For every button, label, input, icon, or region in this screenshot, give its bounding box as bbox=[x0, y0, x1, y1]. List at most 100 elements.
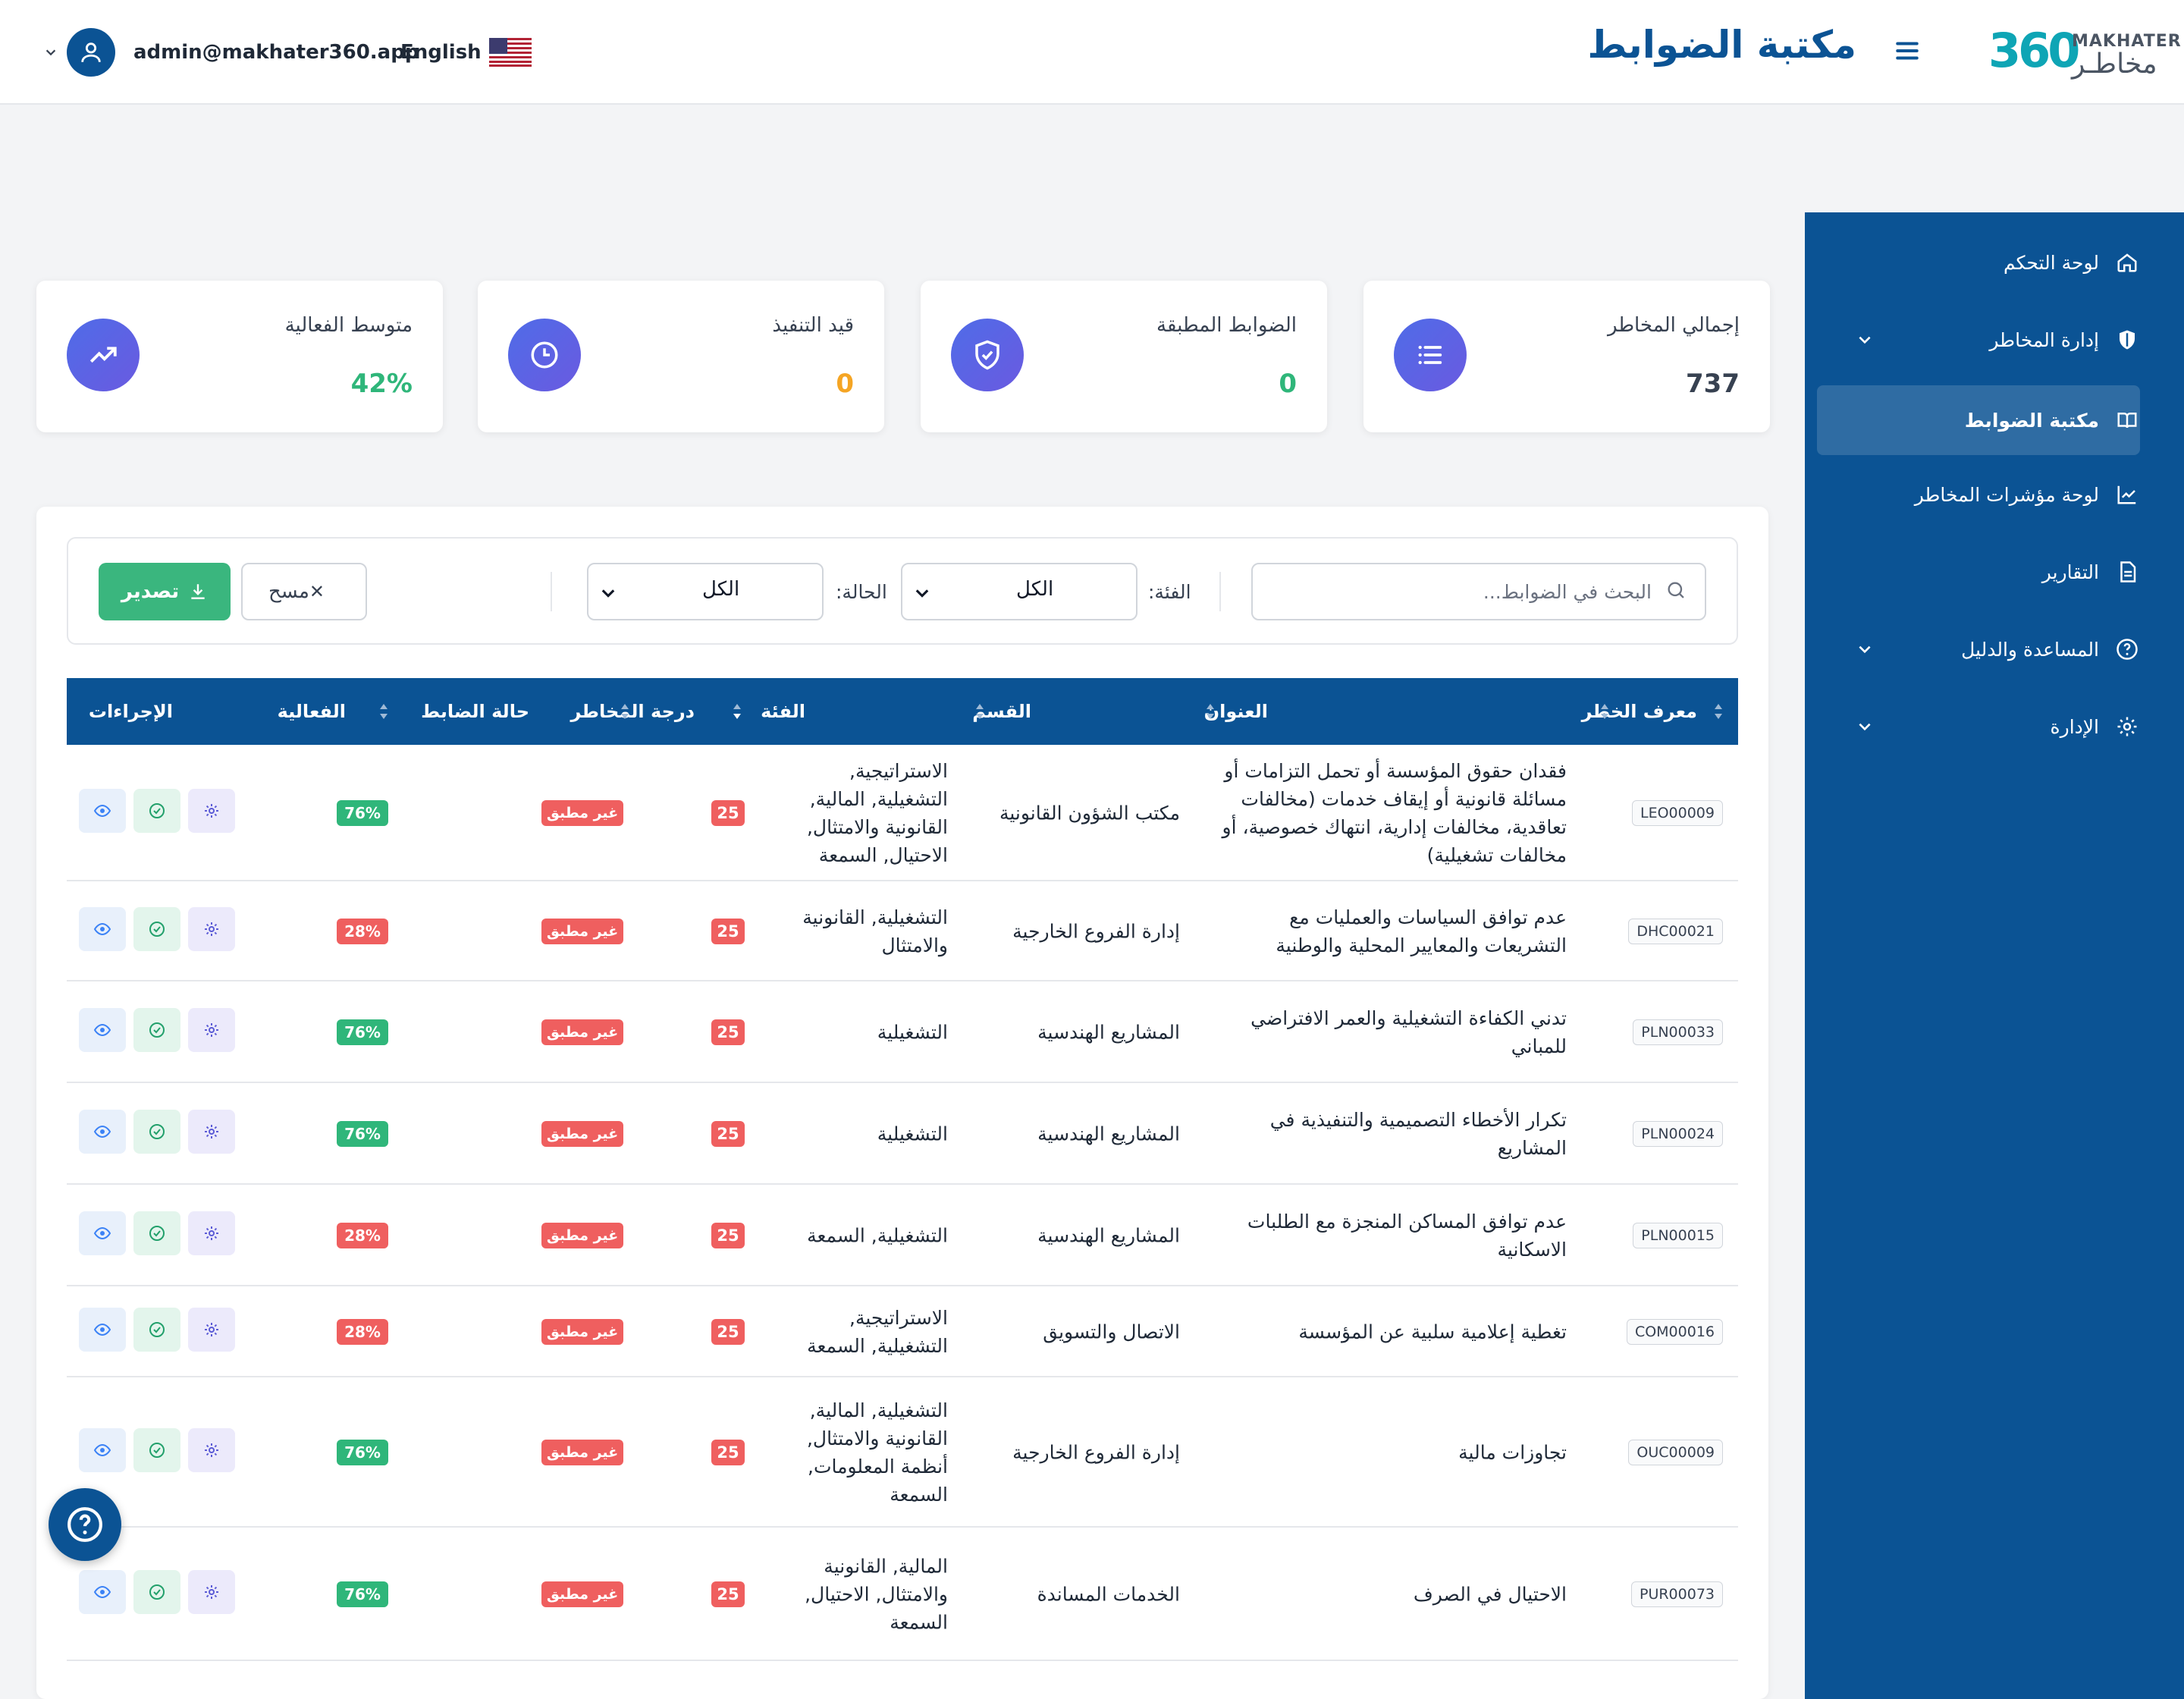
stat-value: 737 bbox=[1686, 369, 1740, 399]
approve-check-icon[interactable] bbox=[133, 1428, 180, 1472]
sort-icon[interactable] bbox=[1204, 701, 1216, 722]
settings-gear-icon[interactable] bbox=[188, 1110, 235, 1154]
sort-icon[interactable] bbox=[378, 701, 390, 722]
category: التشغيلية bbox=[877, 1123, 948, 1145]
col-risk-id[interactable]: معرف الخطر bbox=[1581, 701, 1697, 722]
col-department[interactable]: القسم bbox=[972, 701, 1031, 722]
settings-gear-icon[interactable] bbox=[188, 1211, 235, 1255]
approve-check-icon[interactable] bbox=[133, 907, 180, 951]
clear-filters-button[interactable]: مسح ✕ bbox=[241, 563, 367, 620]
sidebar-item-administration[interactable]: الإدارة bbox=[1817, 692, 2140, 762]
settings-gear-icon[interactable] bbox=[188, 1008, 235, 1052]
effectiveness-badge: 28% bbox=[337, 1319, 388, 1345]
help-button[interactable] bbox=[49, 1488, 121, 1561]
divider bbox=[551, 572, 552, 611]
status-badge: غير مطبق bbox=[541, 919, 623, 944]
approve-check-icon[interactable] bbox=[133, 1110, 180, 1154]
settings-gear-icon[interactable] bbox=[188, 907, 235, 951]
help-circle-icon bbox=[67, 1507, 102, 1542]
risk-id-badge[interactable]: PLN00015 bbox=[1633, 1223, 1723, 1248]
table-row[interactable]: PLN00033 تدني الكفاءة التشغيلية والعمر ال… bbox=[67, 981, 1738, 1083]
effectiveness-badge: 76% bbox=[337, 800, 388, 826]
col-title[interactable]: العنوان bbox=[1203, 701, 1268, 722]
table-row[interactable]: LEO00009 فقدان حقوق المؤسسة أو تحمل التزا… bbox=[67, 745, 1738, 881]
view-eye-icon[interactable] bbox=[79, 1428, 126, 1472]
table-row[interactable]: OUC00009 تجاوزات مالية إدارة الفروع الخارج… bbox=[67, 1377, 1738, 1528]
category: التشغيلية, المالية, القانونية والامتثال,… bbox=[806, 1399, 948, 1506]
approve-check-icon[interactable] bbox=[133, 1570, 180, 1614]
view-eye-icon[interactable] bbox=[79, 1110, 126, 1154]
risk-id-badge[interactable]: PUR00073 bbox=[1630, 1581, 1723, 1607]
stat-label: قيد التنفيذ bbox=[772, 314, 854, 337]
sort-icon[interactable] bbox=[974, 701, 986, 722]
approve-check-icon[interactable] bbox=[133, 1308, 180, 1352]
effectiveness-badge: 28% bbox=[337, 919, 388, 944]
sidebar-item-risk-indicators[interactable]: لوحة مؤشرات المخاطر bbox=[1817, 460, 2140, 529]
language-switcher[interactable]: English bbox=[400, 33, 532, 71]
view-eye-icon[interactable] bbox=[79, 789, 126, 833]
user-menu[interactable]: admin@makhater360.app bbox=[42, 27, 419, 77]
page-title: مكتبة الضوابط bbox=[1587, 23, 1856, 67]
sort-icon[interactable] bbox=[1599, 701, 1611, 722]
document-icon bbox=[2114, 559, 2140, 585]
chevron-down-icon[interactable] bbox=[1856, 640, 1875, 658]
col-category[interactable]: الفئة bbox=[761, 701, 805, 722]
approve-check-icon[interactable] bbox=[133, 1008, 180, 1052]
table-row[interactable]: PLN00015 عدم توافق المساكن المنجزة مع الط… bbox=[67, 1185, 1738, 1286]
sort-icon[interactable] bbox=[619, 701, 631, 722]
risk-id-badge[interactable]: OUC00009 bbox=[1628, 1440, 1723, 1465]
view-eye-icon[interactable] bbox=[79, 1570, 126, 1614]
col-actions: الإجراءات bbox=[88, 701, 173, 722]
settings-gear-icon[interactable] bbox=[188, 1308, 235, 1352]
table-row[interactable]: COM00016 تغطية إعلامية سلبية عن المؤسسة ال… bbox=[67, 1286, 1738, 1377]
approve-check-icon[interactable] bbox=[133, 789, 180, 833]
risk-id-badge[interactable]: PLN00024 bbox=[1633, 1121, 1723, 1147]
view-eye-icon[interactable] bbox=[79, 907, 126, 951]
sidebar-item-help[interactable]: المساعدة والدليل bbox=[1817, 614, 2140, 684]
table-row[interactable]: DHC00021 عدم توافق السياسات والعمليات مع … bbox=[67, 881, 1738, 981]
risk-id-badge[interactable]: COM00016 bbox=[1626, 1319, 1723, 1345]
stat-card-applied-controls: الضوابط المطبقة 0 bbox=[921, 281, 1327, 432]
sidebar-item-controls-library[interactable]: مكتبة الضوابط bbox=[1817, 385, 2140, 455]
settings-gear-icon[interactable] bbox=[188, 789, 235, 833]
sidebar-item-reports[interactable]: التقارير bbox=[1817, 537, 2140, 607]
sort-desc-icon[interactable] bbox=[731, 701, 743, 722]
category: الاستراتيجية, التشغيلية, السمعة bbox=[807, 1307, 948, 1357]
settings-gear-icon[interactable] bbox=[188, 1428, 235, 1472]
table-row[interactable]: PLN00024 تكرار الأخطاء التصميمية والتنفيذ… bbox=[67, 1083, 1738, 1185]
user-email[interactable]: admin@makhater360.app bbox=[133, 41, 419, 64]
chevron-down-icon[interactable] bbox=[1856, 331, 1875, 349]
status-badge: غير مطبق bbox=[541, 1121, 623, 1147]
view-eye-icon[interactable] bbox=[79, 1308, 126, 1352]
col-risk-score[interactable]: درجة المخاطر bbox=[570, 701, 695, 722]
us-flag-icon bbox=[488, 38, 532, 67]
view-eye-icon[interactable] bbox=[79, 1211, 126, 1255]
hamburger-menu-icon[interactable] bbox=[1893, 36, 1922, 65]
sidebar-item-risk-management[interactable]: إدارة المخاطر bbox=[1817, 305, 2140, 375]
status-select[interactable]: الكل bbox=[587, 563, 824, 620]
chevron-down-icon[interactable] bbox=[42, 44, 59, 61]
sort-icon[interactable] bbox=[1712, 701, 1724, 722]
chevron-down-icon[interactable] bbox=[1856, 718, 1875, 736]
language-label[interactable]: English bbox=[400, 41, 482, 64]
risk-id-badge[interactable]: PLN00033 bbox=[1633, 1019, 1723, 1045]
risk-id-badge[interactable]: LEO00009 bbox=[1632, 800, 1723, 826]
category-filter-label: الفئة: bbox=[1148, 581, 1191, 603]
gear-icon bbox=[2114, 714, 2140, 740]
table-header: معرف الخطر العنوان القسم الفئة درجة المخ… bbox=[67, 678, 1738, 745]
user-avatar-icon[interactable] bbox=[67, 28, 115, 77]
col-effectiveness[interactable]: الفعالية bbox=[277, 701, 346, 722]
category-select[interactable]: الكل bbox=[901, 563, 1138, 620]
search-input[interactable]: البحث في الضوابط... bbox=[1251, 563, 1706, 620]
export-button[interactable]: تصدير bbox=[99, 563, 231, 620]
effectiveness-badge: 76% bbox=[337, 1121, 388, 1147]
table-row[interactable]: PUR00073 الاحتيال في الصرف الخدمات المساند… bbox=[67, 1528, 1738, 1661]
approve-check-icon[interactable] bbox=[133, 1211, 180, 1255]
settings-gear-icon[interactable] bbox=[188, 1570, 235, 1614]
view-eye-icon[interactable] bbox=[79, 1008, 126, 1052]
risk-score-badge: 25 bbox=[711, 1121, 745, 1147]
risk-id-badge[interactable]: DHC00021 bbox=[1628, 919, 1723, 944]
sidebar-item-dashboard[interactable]: لوحة التحكم bbox=[1817, 228, 2140, 297]
makhater-logo[interactable]: 360 MAKHATER مخاطـر bbox=[1988, 23, 2182, 80]
col-control-status[interactable]: حالة الضابط bbox=[421, 701, 529, 722]
